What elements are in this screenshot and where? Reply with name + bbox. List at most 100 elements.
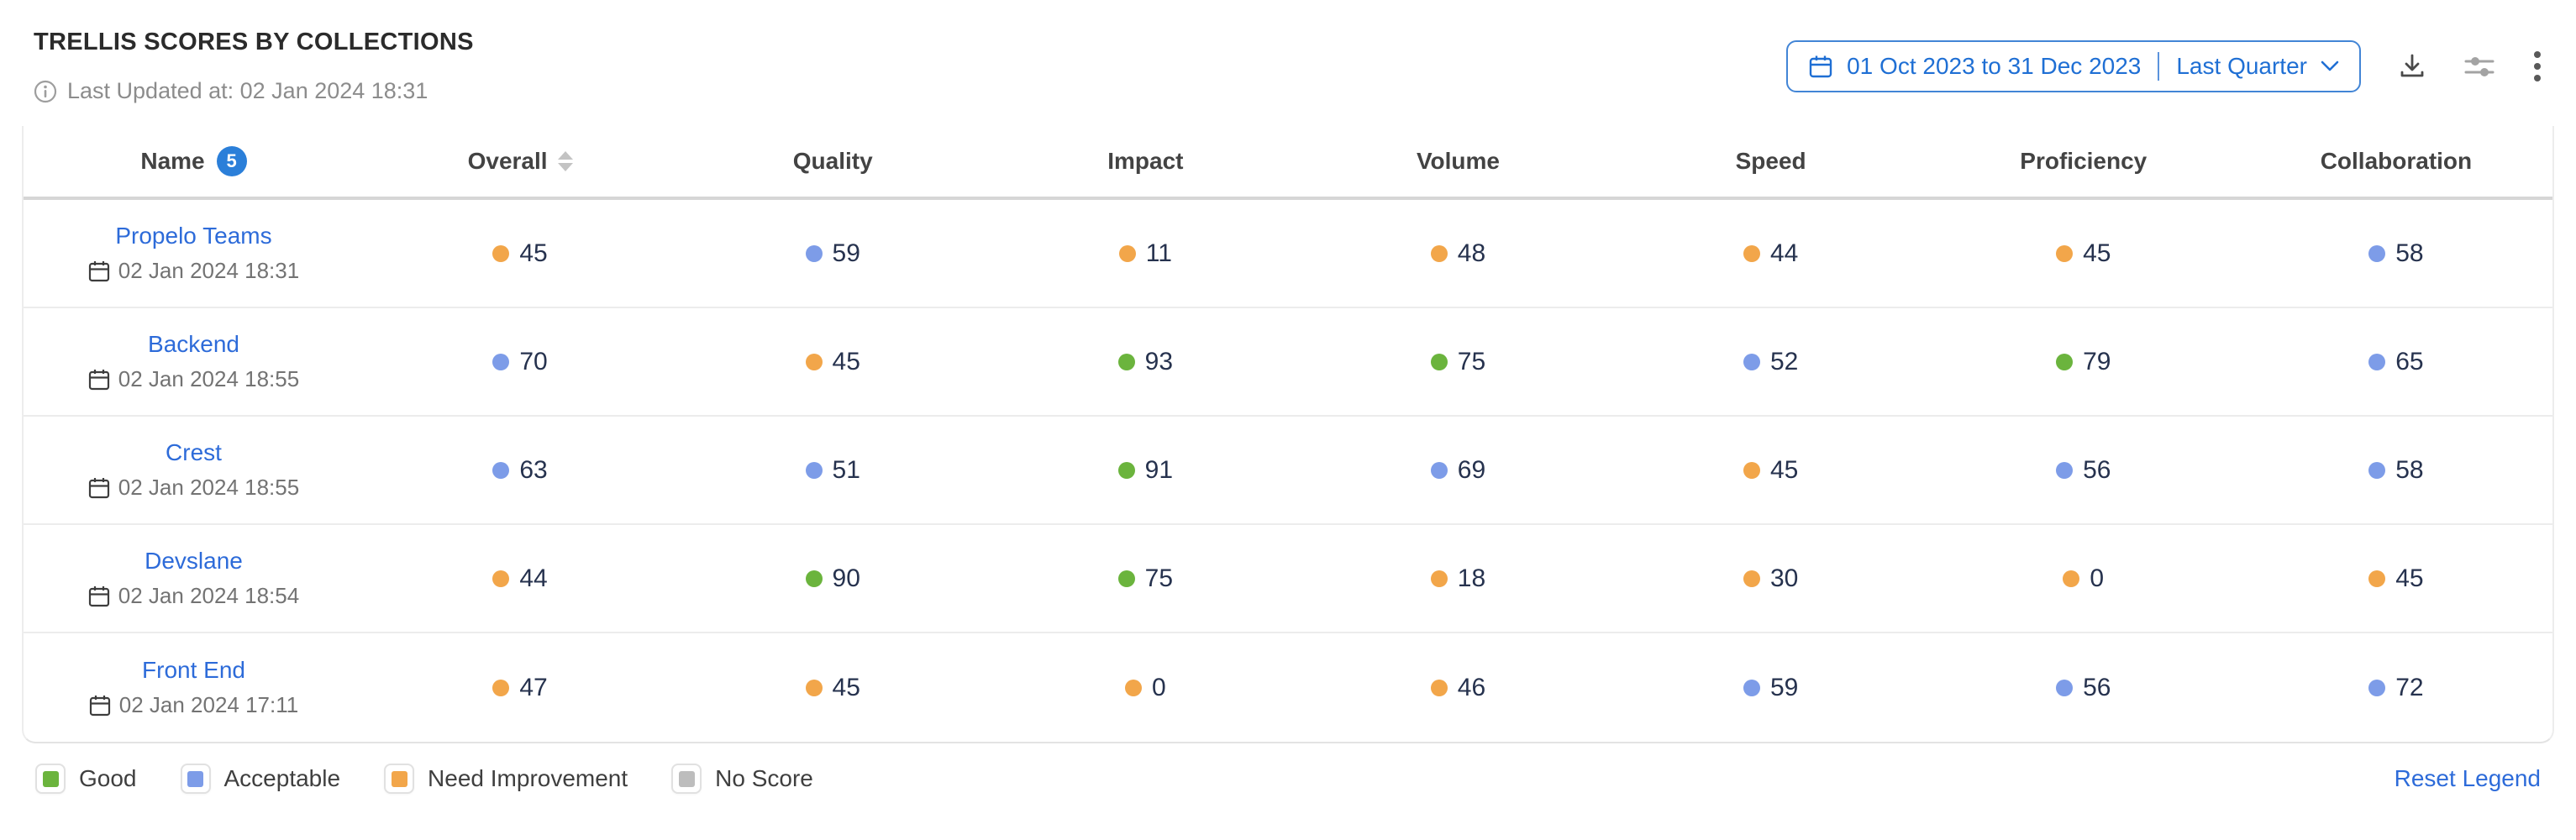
score-value: 58 xyxy=(2395,239,2424,267)
calendar-icon xyxy=(88,476,110,500)
last-updated-line: Last Updated at: 02 Jan 2024 18:31 xyxy=(34,78,474,104)
table-body: Propelo Teams 02 Jan 2024 18:31 45 59 11… xyxy=(24,200,2552,742)
sliders-icon xyxy=(2463,52,2495,81)
widget-header: TRELLIS SCORES BY COLLECTIONS Last Updat… xyxy=(0,0,2576,104)
row-date-text: 02 Jan 2024 18:55 xyxy=(118,475,300,500)
score-value: 46 xyxy=(1457,673,1486,701)
column-header-label: Volume xyxy=(1416,148,1501,174)
score-value: 51 xyxy=(832,455,860,484)
row-date-text: 02 Jan 2024 18:54 xyxy=(118,583,300,608)
widget-settings-button[interactable] xyxy=(2463,52,2495,81)
score-cell: 65 xyxy=(2240,308,2552,415)
score-dot xyxy=(805,353,823,370)
score-value: 11 xyxy=(1145,239,1172,267)
legend-items: Good Acceptable Need Improvement No Scor… xyxy=(35,764,813,794)
name-cell: Front End 02 Jan 2024 17:11 xyxy=(24,633,364,742)
score-dot xyxy=(2368,461,2386,479)
score-cell: 45 xyxy=(676,308,989,415)
column-header-label: Speed xyxy=(1735,148,1806,174)
pill-divider xyxy=(2158,52,2160,81)
legend-item-need_improvement[interactable]: Need Improvement xyxy=(384,764,628,794)
score-dot xyxy=(492,461,510,479)
table-row: Devslane 02 Jan 2024 18:54 44 90 75 18 3… xyxy=(24,525,2552,633)
last-updated-text: Last Updated at: 02 Jan 2024 18:31 xyxy=(67,78,428,103)
reset-legend-link[interactable]: Reset Legend xyxy=(2394,765,2541,791)
score-dot xyxy=(492,679,510,696)
score-cell: 91 xyxy=(989,417,1301,523)
score-dot xyxy=(1743,244,1760,262)
legend-label: Need Improvement xyxy=(428,765,628,791)
calendar-icon xyxy=(88,585,110,608)
column-header-label: Proficiency xyxy=(2020,148,2148,174)
score-dot xyxy=(492,353,510,370)
score-dot xyxy=(1743,679,1760,696)
score-dot xyxy=(1430,353,1448,370)
score-cell: 48 xyxy=(1301,200,1614,307)
date-preset-select[interactable]: Last Quarter xyxy=(2176,53,2307,79)
score-dot xyxy=(1743,461,1760,479)
caret-up-icon xyxy=(557,151,573,160)
legend-label: Acceptable xyxy=(223,765,341,791)
score-dot xyxy=(2056,353,2074,370)
calendar-icon xyxy=(1808,54,1833,79)
row-date-line: 02 Jan 2024 18:31 xyxy=(88,258,299,284)
column-header-label: Impact xyxy=(1107,148,1184,174)
date-range-picker[interactable]: 01 Oct 2023 to 31 Dec 2023 Last Quarter xyxy=(1786,40,2361,92)
score-dot xyxy=(1117,570,1135,587)
collection-name-link[interactable]: Crest xyxy=(166,439,222,465)
score-dot xyxy=(2368,570,2386,587)
row-date-line: 02 Jan 2024 18:54 xyxy=(88,583,299,609)
collection-name-link[interactable]: Propelo Teams xyxy=(115,223,272,249)
legend-item-acceptable[interactable]: Acceptable xyxy=(180,764,341,794)
calendar-icon xyxy=(89,694,111,717)
score-cell: 58 xyxy=(2240,417,2552,523)
score-value: 45 xyxy=(1769,455,1799,484)
score-value: 65 xyxy=(2395,347,2424,375)
sort-control[interactable] xyxy=(557,151,573,171)
score-value: 63 xyxy=(519,455,548,484)
score-cell: 75 xyxy=(989,525,1301,632)
more-menu-button[interactable] xyxy=(2532,50,2542,82)
info-icon xyxy=(34,80,57,103)
score-dot xyxy=(1125,679,1142,696)
collection-name-link[interactable]: Backend xyxy=(148,331,239,357)
score-cell: 56 xyxy=(1927,633,2240,742)
legend-swatch xyxy=(35,764,66,794)
collection-name-link[interactable]: Devslane xyxy=(145,548,243,574)
score-cell: 90 xyxy=(676,525,989,632)
legend-item-no_score[interactable]: No Score xyxy=(671,764,813,794)
row-date-text: 02 Jan 2024 17:11 xyxy=(118,692,299,717)
score-value: 56 xyxy=(2083,673,2111,701)
score-cell: 45 xyxy=(2240,525,2552,632)
column-header-quality: Quality xyxy=(676,148,989,175)
score-cell: 56 xyxy=(1927,417,2240,523)
score-cell: 47 xyxy=(364,633,676,742)
score-dot xyxy=(1430,244,1448,262)
score-cell: 44 xyxy=(1615,200,1927,307)
table-header-row: Name 5 Overall Quality Impact Volume Spe… xyxy=(24,126,2552,200)
score-cell: 75 xyxy=(1301,308,1614,415)
name-cell: Crest 02 Jan 2024 18:55 xyxy=(24,417,364,523)
download-button[interactable] xyxy=(2398,52,2426,81)
widget-controls: 01 Oct 2023 to 31 Dec 2023 Last Quarter xyxy=(1786,40,2542,92)
table-row: Crest 02 Jan 2024 18:55 63 51 91 69 45 5… xyxy=(24,417,2552,525)
score-value: 79 xyxy=(2083,347,2111,375)
score-value: 47 xyxy=(519,673,548,701)
score-value: 45 xyxy=(519,239,548,267)
score-dot xyxy=(805,244,823,262)
score-value: 48 xyxy=(1457,239,1486,267)
score-value: 70 xyxy=(519,347,548,375)
score-cell: 45 xyxy=(1615,417,1927,523)
calendar-icon xyxy=(88,368,110,391)
collection-name-link[interactable]: Front End xyxy=(142,657,245,683)
score-cell: 46 xyxy=(1301,633,1614,742)
score-value: 59 xyxy=(832,239,860,267)
legend-item-good[interactable]: Good xyxy=(35,764,137,794)
score-value: 18 xyxy=(1457,564,1486,592)
score-cell: 45 xyxy=(1927,200,2240,307)
score-dot xyxy=(492,244,510,262)
table-row: Front End 02 Jan 2024 17:11 47 45 0 46 5… xyxy=(24,633,2552,742)
score-cell: 0 xyxy=(1927,525,2240,632)
score-dot xyxy=(805,461,823,479)
score-value: 93 xyxy=(1144,347,1174,375)
